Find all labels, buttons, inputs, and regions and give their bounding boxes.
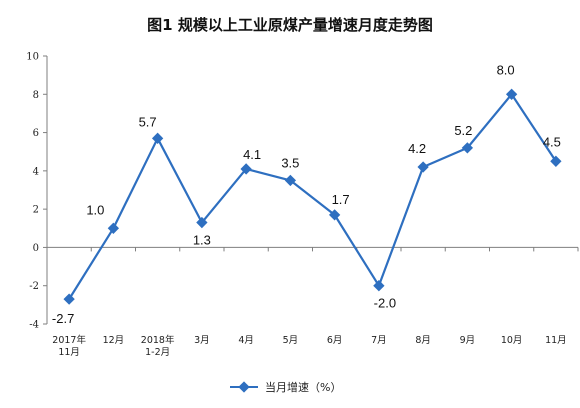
- data-label: 4.5: [543, 134, 561, 149]
- data-labels: -2.7 1.0 5.7 1.3 4.1 3.5 1.7 -2.0 4.2 5.2 8.0 4.5: [52, 62, 561, 326]
- y-tick-label: 4: [33, 166, 39, 177]
- data-point: [373, 280, 385, 292]
- y-tick-label: 10: [26, 52, 39, 63]
- legend-label: 当月增速（%）: [265, 380, 341, 394]
- y-tick-label: 6: [33, 128, 39, 139]
- data-label: 1.3: [193, 233, 211, 248]
- chart-title: 图1 规模以上工业原煤产量增速月度走势图: [147, 16, 433, 34]
- data-point: [63, 293, 75, 305]
- x-tick-label: 9月: [460, 335, 476, 346]
- legend: 当月增速（%）: [230, 380, 341, 394]
- data-point: [240, 163, 252, 175]
- x-tick-label: 7月: [371, 335, 387, 346]
- data-point: [550, 155, 562, 167]
- y-tick-label: 0: [33, 243, 39, 254]
- x-tick-label: 6月: [327, 335, 343, 346]
- data-label: 1.0: [86, 202, 104, 217]
- data-point: [107, 222, 120, 234]
- data-label: 5.7: [139, 114, 157, 129]
- y-tick-label: -4: [29, 320, 39, 331]
- x-tick-label: 3月: [194, 335, 210, 346]
- x-tick-label: 4月: [238, 335, 254, 346]
- axes: -4 -2 0 2 4 6 8 10 2017年 11月 12月 2018年 1-2月 3月 4月 5月 6月 7…: [26, 52, 579, 358]
- y-tick-label: 8: [33, 90, 39, 101]
- data-point: [461, 142, 474, 154]
- x-tick-label: 10月: [501, 335, 523, 346]
- data-point: [151, 132, 164, 144]
- y-tick-label: 2: [33, 205, 39, 216]
- data-point: [328, 209, 341, 221]
- data-point: [417, 161, 429, 173]
- x-tick-label: 8月: [415, 335, 431, 346]
- x-tick-label: 11月: [545, 335, 567, 346]
- x-tick-label: 2018年 1-2月: [141, 334, 175, 358]
- data-label: -2.0: [374, 296, 396, 311]
- data-label: -2.7: [52, 311, 74, 326]
- data-point: [196, 216, 208, 229]
- legend-marker-swatch: [238, 381, 250, 393]
- series-line-path: [68, 93, 557, 300]
- data-label: 5.2: [454, 123, 472, 138]
- x-tick-label: 12月: [103, 335, 125, 346]
- data-label: 4.2: [408, 141, 426, 156]
- data-point: [284, 174, 297, 187]
- data-label: 8.0: [497, 62, 515, 77]
- x-tick-label: 2017年 11月: [52, 334, 86, 358]
- y-tick-label: -2: [29, 281, 39, 292]
- data-label: 4.1: [243, 147, 261, 162]
- data-label: 3.5: [281, 155, 299, 170]
- x-tick-label: 5月: [283, 335, 299, 346]
- data-label: 1.7: [332, 192, 350, 207]
